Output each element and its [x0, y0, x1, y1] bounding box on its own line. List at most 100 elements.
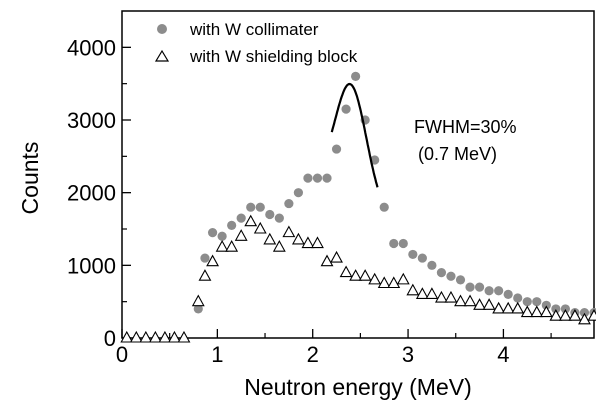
point-collimater	[341, 104, 351, 114]
point-collimater	[331, 144, 342, 154]
point-shielding	[501, 301, 515, 314]
point-collimater	[312, 173, 323, 183]
point-shielding	[511, 301, 525, 314]
annotation-fwhm: FWHM=30%	[414, 117, 517, 137]
point-collimater	[227, 220, 237, 230]
point-collimater	[427, 260, 437, 270]
point-shielding	[520, 305, 534, 318]
axis-ticks	[121, 46, 552, 339]
y-tick-label-1: 1000	[67, 253, 116, 278]
point-shielding	[415, 287, 429, 299]
legend: with W collimater with W shielding block	[154, 20, 358, 66]
point-collimater	[541, 300, 551, 310]
point-shielding	[158, 330, 172, 343]
x-axis-label: Neutron energy (MeV)	[244, 374, 472, 400]
point-collimater	[246, 202, 256, 212]
point-collimater	[484, 286, 494, 296]
point-collimater	[579, 307, 590, 318]
point-collimater	[217, 231, 227, 241]
point-shielding	[148, 330, 162, 343]
point-collimater	[560, 304, 570, 314]
point-collimater	[351, 71, 361, 81]
point-collimater	[503, 289, 513, 299]
point-shielding	[253, 221, 267, 234]
point-collimater	[236, 213, 246, 223]
point-shielding	[435, 290, 448, 303]
y-tick-label-3: 3000	[67, 108, 116, 133]
legend-label-shielding: with W shielding block	[189, 47, 358, 66]
point-shielding	[425, 287, 439, 299]
point-collimater	[474, 282, 485, 292]
point-shielding	[368, 272, 382, 285]
point-collimater	[465, 282, 475, 292]
point-collimater	[532, 297, 542, 307]
point-shielding	[463, 294, 477, 307]
point-collimater	[255, 202, 265, 212]
y-tick-label-0: 0	[104, 326, 116, 351]
point-shielding	[482, 298, 496, 310]
point-shielding	[244, 214, 258, 227]
point-shielding	[191, 294, 205, 307]
point-shielding	[291, 232, 305, 245]
point-shielding	[330, 250, 343, 263]
x-tick-label-1: 1	[211, 342, 223, 367]
point-shielding	[234, 229, 248, 241]
point-collimater	[265, 209, 275, 220]
point-shielding	[215, 240, 229, 252]
point-shielding	[558, 309, 572, 321]
legend-label-collimater: with W collimater	[189, 20, 319, 39]
point-shielding	[282, 225, 296, 238]
point-shielding	[358, 269, 372, 281]
plot-frame	[121, 10, 595, 339]
point-collimater	[417, 253, 427, 263]
point-shielding	[396, 272, 410, 285]
point-shielding	[492, 301, 506, 314]
point-shielding	[311, 236, 324, 249]
x-tick-label-0: 0	[116, 342, 128, 367]
point-shielding	[349, 269, 363, 281]
point-collimater	[455, 275, 466, 285]
point-collimater	[193, 304, 203, 314]
legend-marker-collimater	[157, 24, 167, 34]
point-shielding	[473, 298, 487, 310]
point-collimater	[200, 253, 210, 263]
point-collimater	[446, 271, 456, 281]
point-collimater	[494, 286, 504, 296]
point-collimater	[436, 268, 447, 278]
point-shielding	[272, 240, 286, 252]
point-shielding	[578, 312, 591, 325]
point-shielding	[168, 330, 181, 343]
point-collimater	[303, 173, 313, 183]
gaussian-fit-curve	[330, 82, 379, 188]
point-shielding	[377, 276, 391, 289]
legend-marker-shielding	[154, 49, 170, 62]
x-tick-label-2: 2	[307, 342, 319, 367]
point-collimater	[284, 198, 294, 209]
point-shielding	[301, 236, 315, 249]
y-tick-label-2: 2000	[67, 181, 116, 206]
point-collimater	[408, 249, 418, 260]
annotation-energy: (0.7 MeV)	[418, 144, 497, 164]
point-shielding	[139, 330, 153, 343]
point-collimater	[207, 228, 218, 238]
point-shielding	[568, 309, 582, 321]
x-tick-label-4: 4	[497, 342, 509, 367]
point-shielding	[129, 330, 143, 343]
point-collimater	[293, 188, 304, 198]
point-collimater	[379, 202, 389, 212]
point-shielding	[225, 240, 239, 252]
point-shielding	[587, 309, 596, 321]
y-tick-label-4: 4000	[67, 35, 116, 60]
point-collimater	[398, 238, 408, 249]
y-axis-label: Counts	[17, 142, 43, 215]
tick-labels: 0 1 2 3 4 0 1000 2000 3000 4000	[67, 35, 509, 367]
point-shielding	[120, 330, 134, 343]
point-shielding	[206, 254, 220, 267]
point-shielding	[198, 269, 212, 281]
point-shielding	[387, 276, 401, 289]
point-shielding	[444, 290, 458, 303]
point-shielding	[406, 283, 420, 296]
x-tick-label-3: 3	[402, 342, 414, 367]
point-collimater	[513, 293, 523, 303]
